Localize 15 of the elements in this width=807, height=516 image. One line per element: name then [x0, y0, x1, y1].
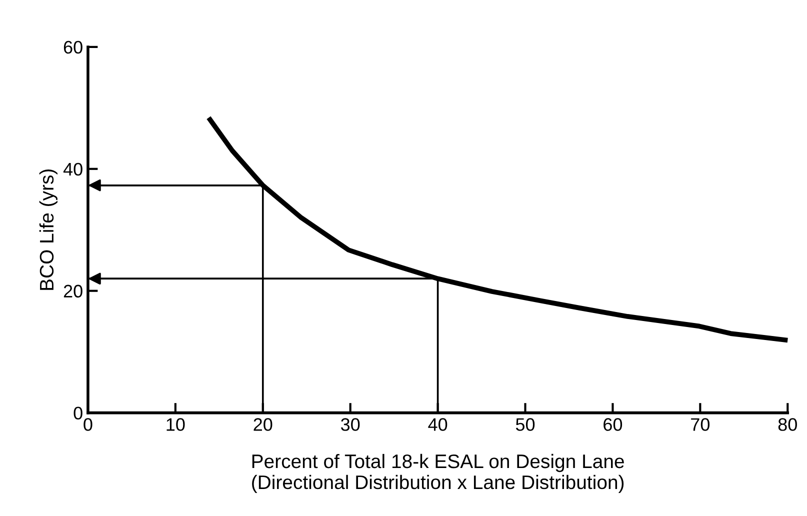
y-tick-label: 40 — [63, 162, 82, 176]
x-axis-title: Percent of Total 18-k ESAL on Design Lane (Directional Distribution x Lane Distribution) — [252, 454, 624, 493]
x-tick-label: 40 — [428, 418, 448, 431]
x-tick-label: 10 — [166, 418, 185, 431]
y-axis-title: BCO Life (yrs) — [39, 170, 58, 290]
x-tick-label: 70 — [691, 418, 710, 431]
x-tick-label: 20 — [254, 418, 272, 431]
x-tick-label: 30 — [340, 418, 360, 431]
x-tick-label: 50 — [516, 418, 535, 431]
y-tick-label: 0 — [74, 406, 82, 420]
x-tick-label: 80 — [778, 418, 797, 431]
y-tick-label: 20 — [64, 284, 82, 298]
y-tick-label: 60 — [64, 40, 82, 54]
x-tick-label: 60 — [604, 418, 622, 431]
x-tick-label: 0 — [84, 418, 92, 431]
